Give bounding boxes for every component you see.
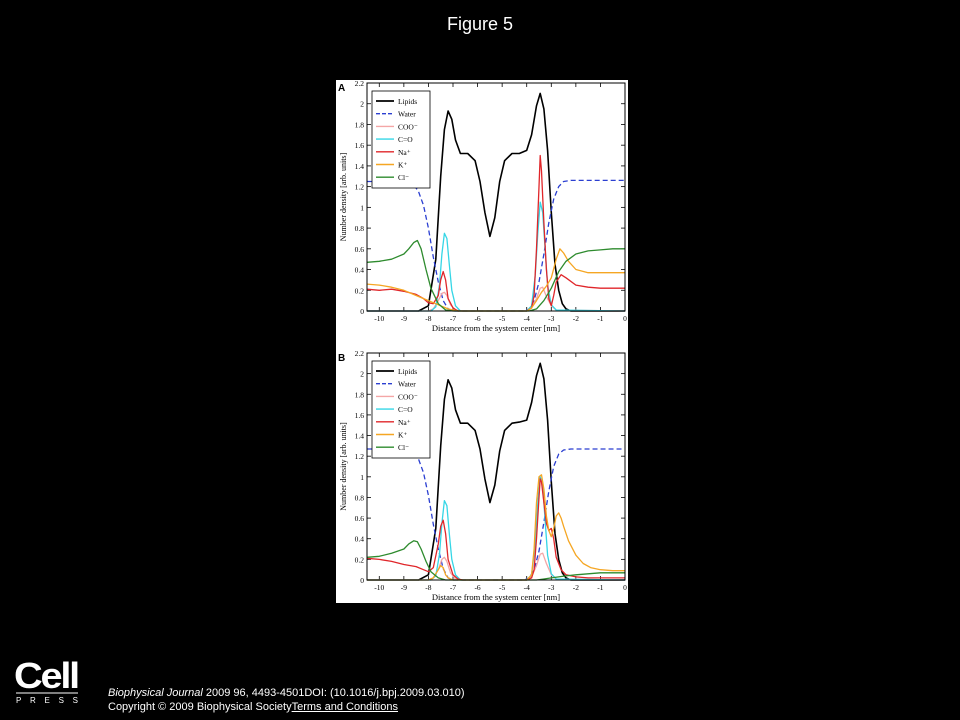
legend-label: COO⁻ [398,122,418,131]
citation-block: Biophysical Journal 2009 96, 4493-4501DO… [108,686,465,714]
y-tick-label: 0.8 [355,493,365,502]
y-tick-label: 1.8 [355,390,365,399]
y-tick-label: 1.4 [355,162,365,171]
x-tick-label: -3 [548,583,554,592]
plot-frame [366,82,626,312]
y-tick-label: 1.2 [355,452,365,461]
panel-label: A [338,83,345,94]
x-tick-label: -6 [474,583,480,592]
legend-label: Cl⁻ [398,443,409,452]
y-axis-label: Number density [arb. units] [339,152,348,241]
x-tick-label: -2 [573,314,579,323]
logo-text: Cell [14,655,78,696]
legend-label: Cl⁻ [398,173,409,182]
legend-label: Na⁺ [398,148,411,157]
series-line-6 [366,540,625,581]
y-tick-label: 1 [360,203,364,212]
series-line-3 [367,201,626,312]
y-tick-label: 0.2 [355,555,365,564]
series-line-4 [366,478,625,581]
cell-press-logo: Cell PRESS [14,655,80,705]
series-line-0 [367,362,625,581]
terms-link[interactable]: Terms and Conditions [291,701,398,713]
y-tick-label: 1.6 [355,141,365,150]
y-tick-label: 0.2 [355,286,365,295]
x-tick-label: -4 [524,314,530,323]
series-line-0 [367,92,625,312]
figure-title: Figure 5 [446,14,514,34]
logo-sub: PRESS [16,696,78,705]
x-tick-label: -10 [374,314,384,323]
x-tick-label: -1 [597,314,603,323]
y-tick-label: 0.8 [355,224,365,233]
x-tick-label: -9 [401,314,407,323]
y-tick-label: 1.6 [355,411,365,420]
y-tick-label: 0.4 [355,266,365,275]
x-tick-label: -2 [573,583,579,592]
y-tick-label: 1.8 [355,120,365,129]
y-tick-label: 2 [360,370,364,379]
figure-image: A 0 0.2 0.4 0.6 0.8 1 1.2 1.4 1.6 1.8 2 2.2 -10 -9 -8 -7… [336,80,628,603]
y-tick-label: 0.6 [355,245,365,254]
x-tick-label: -1 [597,583,603,592]
y-tick-label: 1.4 [355,432,365,441]
y-tick-label: 2.2 [355,349,365,358]
legend-label: Lipids [398,97,417,106]
series-line-5 [366,248,625,312]
citation-text: 2009 96, 4493-4501DOI: (10.1016/j.bpj.20… [202,687,465,699]
legend-label: C=O [398,135,413,144]
y-tick-label: 1.2 [355,183,365,192]
chart-svg: A00.20.40.60.811.21.41.61.822.2-10 -9 -8 -7… [338,80,627,602]
x-tick-label: -5 [499,583,505,592]
y-tick-label: 0 [360,307,364,316]
x-tick-label: -5 [499,314,505,323]
journal-name: Biophysical Journal [108,687,203,699]
x-tick-label: -6 [474,314,480,323]
copyright-text: Copyright © 2009 Biophysical Society [108,701,292,713]
panel-label: B [338,353,345,364]
legend-label: Water [398,110,416,119]
legend-label: K⁺ [398,431,407,440]
x-tick-label: -7 [450,314,456,323]
y-tick-label: 0.6 [355,514,365,523]
x-axis-label: Distance from the system center [nm] [432,323,560,333]
x-tick-label: 0 [623,314,627,323]
legend-label: Lipids [398,367,417,376]
series-line-2 [367,552,626,581]
legend-label: Na⁺ [398,418,411,427]
copyright-line: Copyright © 2009 Biophysical SocietyTerm… [108,700,465,714]
x-axis-label: Distance from the system center [nm] [432,592,560,602]
x-tick-label: -9 [401,583,407,592]
y-tick-label: 0 [360,576,364,585]
y-tick-label: 2 [360,100,364,109]
x-tick-label: -8 [425,583,431,592]
series-line-6 [366,239,625,312]
legend-label: Water [398,380,416,389]
x-tick-label: -8 [425,314,431,323]
y-tick-label: 0.4 [355,535,365,544]
y-tick-label: 1 [360,473,364,482]
legend-label: K⁺ [398,161,407,170]
x-tick-label: -3 [548,314,554,323]
legend-label: C=O [398,405,413,414]
y-tick-label: 2.2 [355,80,365,88]
x-tick-label: -7 [450,583,456,592]
y-axis-label: Number density [arb. units] [339,422,348,511]
x-tick-label: 0 [623,583,627,592]
x-tick-label: -10 [374,583,384,592]
legend-label: COO⁻ [398,392,418,401]
citation-line: Biophysical Journal 2009 96, 4493-4501DO… [108,686,465,700]
series-line-1 [367,448,625,581]
series-line-5 [367,474,625,581]
x-tick-label: -4 [524,583,530,592]
plot-frame [366,352,626,581]
